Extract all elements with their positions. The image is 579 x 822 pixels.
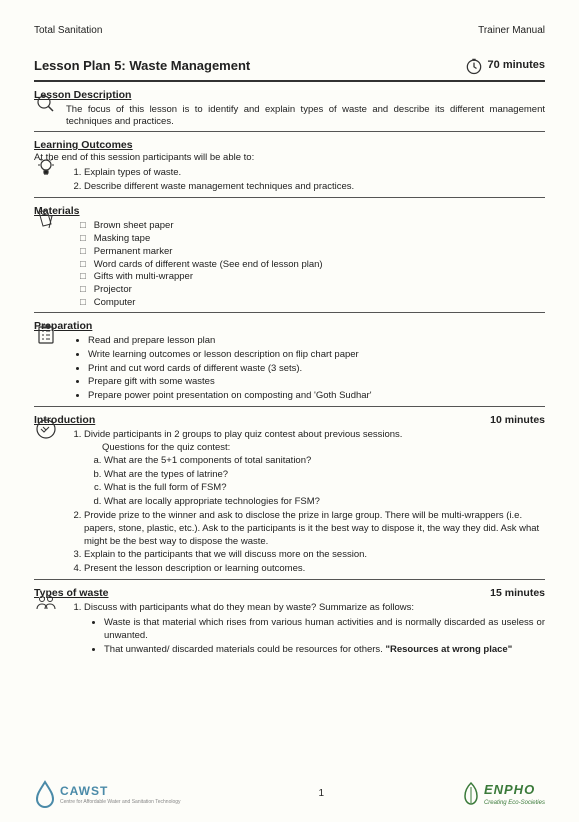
page-footer: CAWST Centre for Affordable Water and Sa… <box>34 780 545 808</box>
papers-icon <box>34 208 58 232</box>
material-item: Gifts with multi-wrapper <box>80 271 323 284</box>
outcomes-heading: Learning Outcomes <box>34 138 545 152</box>
question-item: What are locally appropriate technologie… <box>104 496 545 509</box>
material-item: Computer <box>80 297 323 310</box>
prep-item: Write learning outcomes or lesson descri… <box>88 349 372 362</box>
description-block: The focus of this lesson is to identify … <box>34 104 545 130</box>
material-item: Permanent marker <box>80 246 323 259</box>
question-item: What is the full form of FSM? <box>104 482 545 495</box>
prep-item: Prepare power point presentation on comp… <box>88 390 372 403</box>
materials-block: Brown sheet paper Masking tape Permanent… <box>34 220 545 310</box>
divider <box>34 312 545 313</box>
magnifier-icon <box>34 92 58 116</box>
question-item: What are the 5+1 components of total san… <box>104 455 545 468</box>
types-item: Discuss with participants what do they m… <box>84 602 545 656</box>
intro-item: Divide participants in 2 groups to play … <box>84 429 545 509</box>
types-item-text: Discuss with participants what do they m… <box>84 602 414 613</box>
title-row: Lesson Plan 5: Waste Management 70 minut… <box>34 56 545 76</box>
intro-heading-row: Introduction 10 minutes <box>34 413 545 427</box>
outcome-item: Explain types of waste. <box>84 167 354 180</box>
header-right: Trainer Manual <box>478 24 545 38</box>
outcomes-block: Explain types of waste. Describe differe… <box>34 167 545 195</box>
question-item: What are the types of latrine? <box>104 469 545 482</box>
outcomes-lead: At the end of this session participants … <box>34 152 545 165</box>
bullet-pre: That unwanted/ discarded materials could… <box>104 644 385 655</box>
leaf-icon <box>462 781 480 807</box>
types-block: Discuss with participants what do they m… <box>34 602 545 657</box>
intro-sub: Questions for the quiz contest: <box>102 442 545 455</box>
divider <box>34 131 545 132</box>
enpho-logo: ENPHO Creating Eco-Societies <box>462 781 545 807</box>
intro-questions: What are the 5+1 components of total san… <box>84 455 545 509</box>
preparation-block: Read and prepare lesson plan Write learn… <box>34 335 545 404</box>
drop-icon <box>34 780 56 808</box>
discussion-icon <box>34 590 58 614</box>
checklist-icon <box>34 323 58 347</box>
enpho-sub: Creating Eco-Societies <box>484 799 545 807</box>
material-item: Word cards of different waste (See end o… <box>80 259 323 272</box>
materials-heading: Materials <box>34 204 545 218</box>
lesson-title: Lesson Plan 5: Waste Management <box>34 57 250 75</box>
header-left: Total Sanitation <box>34 24 102 38</box>
prep-item: Read and prepare lesson plan <box>88 335 372 348</box>
handshake-icon <box>34 417 58 441</box>
material-item: Brown sheet paper <box>80 220 323 233</box>
preparation-list: Read and prepare lesson plan Write learn… <box>72 335 372 404</box>
duration-text: 70 minutes <box>488 58 545 73</box>
materials-list: Brown sheet paper Masking tape Permanent… <box>80 220 323 310</box>
material-item: Projector <box>80 284 323 297</box>
types-heading-row: Types of waste 15 minutes <box>34 586 545 600</box>
prep-item: Print and cut word cards of different wa… <box>88 363 372 376</box>
divider <box>34 197 545 198</box>
intro-item: Provide prize to the winner and ask to d… <box>84 510 545 548</box>
bullet-bold: "Resources at wrong place" <box>385 644 512 655</box>
cawst-sub: Centre for Affordable Water and Sanitati… <box>60 799 181 806</box>
outcomes-list: Explain types of waste. Describe differe… <box>66 167 354 195</box>
page-header: Total Sanitation Trainer Manual <box>34 24 545 38</box>
description-text: The focus of this lesson is to identify … <box>66 104 545 130</box>
enpho-name: ENPHO <box>484 781 545 799</box>
divider <box>34 579 545 580</box>
divider <box>34 406 545 407</box>
intro-item-text: Divide participants in 2 groups to play … <box>84 429 402 440</box>
types-bullets: Waste is that material which rises from … <box>88 617 545 656</box>
intro-time: 10 minutes <box>490 413 545 427</box>
description-heading: Lesson Description <box>34 88 545 102</box>
types-list: Discuss with participants what do they m… <box>66 602 545 657</box>
page: Total Sanitation Trainer Manual Lesson P… <box>0 0 579 822</box>
intro-list: Divide participants in 2 groups to play … <box>66 429 545 577</box>
outcome-item: Describe different waste management tech… <box>84 181 354 194</box>
page-number: 1 <box>318 787 324 801</box>
cawst-name: CAWST <box>60 783 181 799</box>
cawst-logo: CAWST Centre for Affordable Water and Sa… <box>34 780 181 808</box>
prep-item: Prepare gift with some wastes <box>88 376 372 389</box>
clock-icon <box>464 56 484 76</box>
types-bullet: Waste is that material which rises from … <box>104 617 545 643</box>
duration: 70 minutes <box>464 56 545 76</box>
material-item: Masking tape <box>80 233 323 246</box>
types-time: 15 minutes <box>490 586 545 600</box>
types-bullet: That unwanted/ discarded materials could… <box>104 644 545 657</box>
intro-item: Present the lesson description or learni… <box>84 563 545 576</box>
intro-item: Explain to the participants that we will… <box>84 549 545 562</box>
lightbulb-icon <box>34 155 58 179</box>
intro-block: Divide participants in 2 groups to play … <box>34 429 545 577</box>
preparation-heading: Preparation <box>34 319 545 333</box>
divider <box>34 80 545 82</box>
